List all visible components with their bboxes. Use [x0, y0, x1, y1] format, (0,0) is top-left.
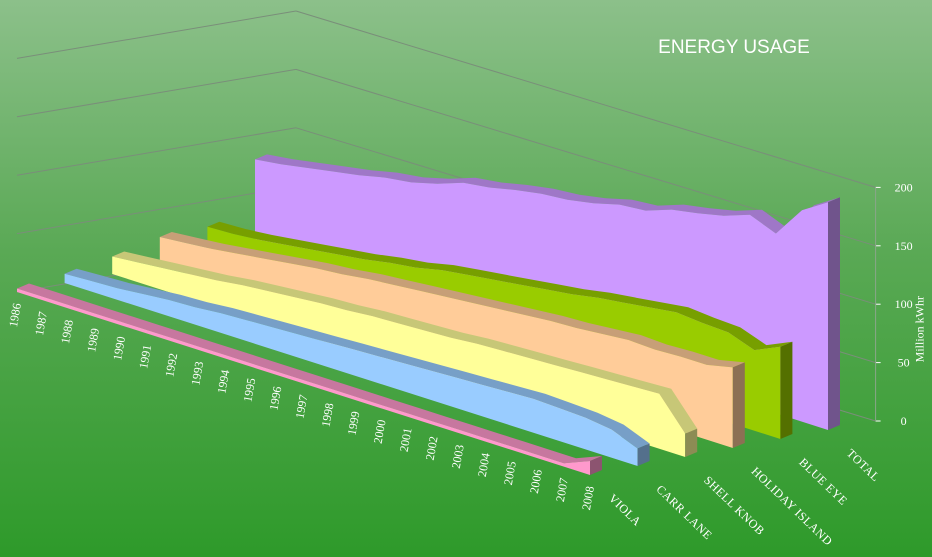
series-top-strip	[255, 154, 840, 234]
series-label: BLUE EYE	[796, 455, 850, 508]
x-tick-label: 1988	[58, 319, 76, 345]
series-end-cap	[590, 456, 602, 475]
y-tick-label: 100	[895, 297, 913, 311]
gridline-side-100	[16, 127, 297, 176]
series-end-cap	[685, 428, 698, 457]
x-tick-label: 1997	[292, 394, 310, 420]
x-tick-label: 2006	[527, 468, 545, 494]
x-tick-label: 1991	[136, 344, 154, 370]
gridline-back-200	[295, 10, 876, 188]
gridline-back-150	[295, 68, 876, 247]
y-axis-label: Million kWhr	[913, 296, 927, 362]
x-tick-label: 2002	[423, 435, 441, 461]
x-tick-label: 1990	[110, 335, 128, 361]
series-end-cap	[732, 362, 745, 448]
y-tick-label: 50	[898, 356, 910, 370]
x-tick-label: 1995	[240, 377, 258, 403]
series-end-cap	[780, 341, 793, 439]
x-tick-label: 1992	[162, 352, 180, 378]
series-viola	[17, 283, 602, 475]
series-top-strip	[64, 268, 650, 449]
x-tick-label: 1998	[319, 402, 337, 428]
x-tick-label: 1994	[214, 369, 232, 395]
series-label: CARR LANE	[654, 482, 716, 542]
x-tick-label: 2008	[579, 485, 597, 511]
x-tick-label: 2004	[475, 452, 493, 478]
series-top-strip	[112, 251, 698, 434]
gridline-side-150	[16, 68, 297, 118]
x-tick-label: 2007	[553, 477, 571, 503]
series-layer	[17, 154, 840, 475]
x-tick-label: 1989	[84, 327, 102, 353]
x-tick-label: 1987	[32, 310, 50, 336]
x-tick-label: 1996	[266, 385, 284, 411]
chart-title: ENERGY USAGE	[658, 37, 810, 58]
series-end-cap	[637, 443, 650, 466]
series-top-strip	[207, 221, 793, 351]
x-tick-label: 2001	[397, 427, 415, 453]
y-tick-label: 0	[901, 414, 907, 428]
series-front-face	[17, 288, 590, 475]
series-top-strip	[159, 232, 745, 368]
x-tick-label: 1986	[6, 302, 24, 328]
series-front-face	[64, 273, 638, 466]
x-tick-label: 2003	[449, 443, 467, 469]
y-tick-label: 200	[895, 180, 913, 194]
series-label: TOTAL	[844, 446, 883, 484]
series-end-cap	[828, 197, 840, 430]
y-tick-label: 150	[895, 239, 913, 253]
series-carr-lane	[64, 268, 650, 466]
gridline-side-200	[16, 10, 297, 59]
x-tick-label: 2000	[371, 419, 389, 445]
gridline-side-50	[16, 185, 297, 235]
x-tick-label: 1999	[345, 410, 363, 436]
series-label: VIOLA	[606, 491, 644, 529]
series-top-strip	[17, 283, 602, 464]
x-tick-label: 2005	[501, 460, 519, 486]
x-tick-label: 1993	[188, 360, 206, 386]
